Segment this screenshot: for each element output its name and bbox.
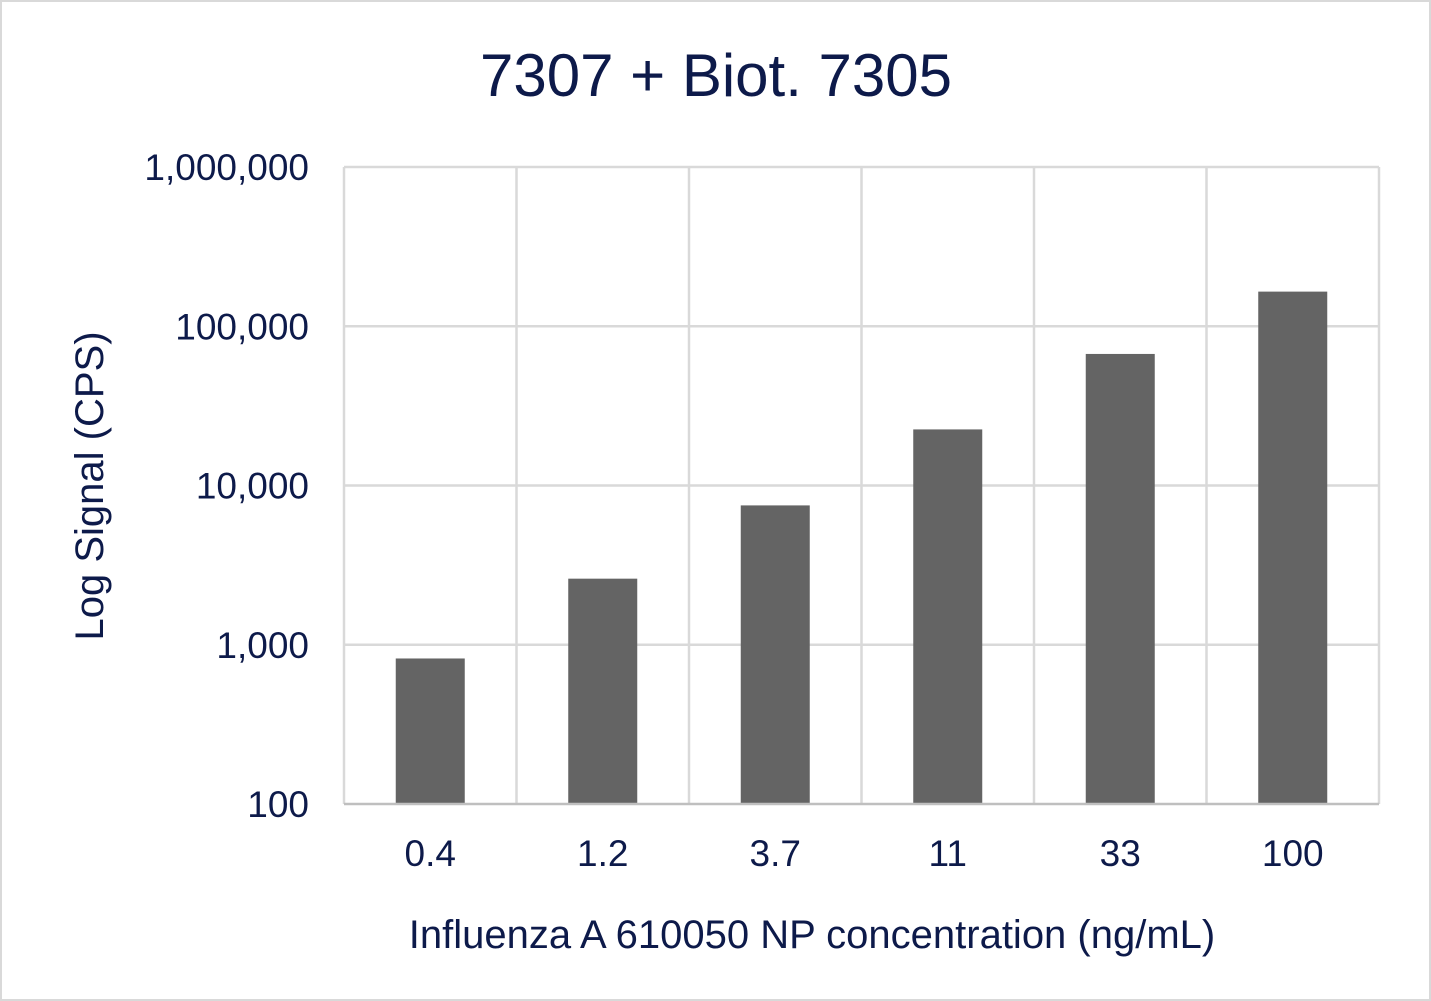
x-tick-label: 3.7 <box>750 833 801 874</box>
x-tick-label: 1.2 <box>577 833 628 874</box>
bar <box>1258 291 1328 804</box>
y-tick-label: 100 <box>247 784 309 825</box>
y-tick-label: 100,000 <box>175 306 309 347</box>
bar <box>395 658 465 804</box>
y-axis-title: Log Signal (CPS) <box>68 331 112 640</box>
x-axis-title: Influenza A 610050 NP concentration (ng/… <box>409 913 1215 957</box>
tick-labels: 100 1,000 10,000 100,000 1,000,000 0.4 1.2 3.7 1… <box>144 147 1323 874</box>
x-tick-label: 11 <box>929 833 967 874</box>
gridlines <box>342 165 1381 804</box>
x-tick-label: 100 <box>1262 833 1324 874</box>
y-tick-label: 10,000 <box>196 466 309 507</box>
bar <box>568 578 638 804</box>
bar <box>740 505 810 804</box>
x-tick-label: 33 <box>1100 833 1141 874</box>
bar <box>1085 353 1155 804</box>
bars <box>395 291 1328 804</box>
x-tick-label: 0.4 <box>405 833 456 874</box>
y-tick-label: 1,000,000 <box>144 147 309 188</box>
bar <box>913 429 983 804</box>
y-tick-label: 1,000 <box>216 625 309 666</box>
chart-title: 7307 + Biot. 7305 <box>480 42 952 109</box>
